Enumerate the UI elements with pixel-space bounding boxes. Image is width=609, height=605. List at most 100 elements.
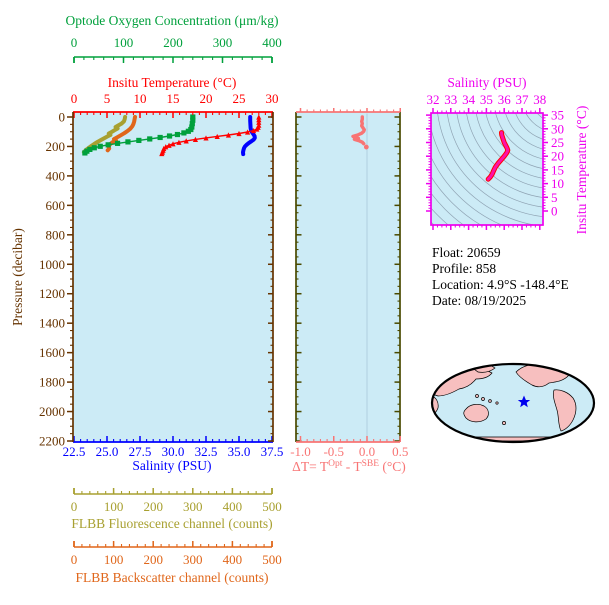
tick-label: 10 [551, 176, 564, 191]
tick-label: 2000 [39, 404, 65, 419]
pressure-axis-title: Pressure (decibar) [10, 228, 25, 326]
data-marker [174, 131, 181, 138]
tick-label: 15 [551, 162, 564, 177]
tick-label: 0 [71, 499, 78, 514]
data-marker [114, 140, 121, 146]
tick-label: 38 [533, 92, 546, 107]
temperature-axis-title: Insitu Temperature (°C) [108, 75, 237, 90]
tick-label: 5 [551, 190, 558, 205]
tick-label: 200 [46, 139, 66, 154]
tick-label: 600 [46, 198, 66, 213]
tick-label: 200 [143, 499, 163, 514]
tick-label: 0 [71, 35, 78, 50]
tick-label: 1400 [39, 316, 65, 331]
land-new-zealand [502, 421, 506, 425]
tick-label: 400 [46, 168, 66, 183]
land-island [495, 401, 499, 405]
tick-label: 500 [262, 552, 282, 567]
tick-label: 0 [551, 204, 558, 219]
land-greenland [559, 364, 574, 371]
salinity-curve [241, 115, 257, 157]
data-marker [185, 128, 191, 134]
tick-label: 1200 [39, 286, 65, 301]
tick-label: 32 [427, 92, 440, 107]
tick-label: 36 [498, 92, 512, 107]
data-marker [105, 142, 111, 148]
tick-label: 25 [233, 91, 246, 106]
tick-label: 800 [46, 227, 66, 242]
data-marker [203, 135, 209, 141]
tick-label: 100 [114, 35, 134, 50]
tick-label: 5 [104, 91, 111, 106]
tick-label: 300 [213, 35, 233, 50]
location-line: Location: 4.9°S -148.4°E [432, 277, 569, 292]
ts-temperature-axis-title: Insitu Temperature (°C) [574, 106, 589, 235]
tick-label: 0 [71, 552, 78, 567]
land-island [488, 399, 492, 403]
data-marker [166, 142, 172, 148]
tick-label: 30 [266, 91, 279, 106]
fluorescence-axis-title: FLBB Fluorescence channel (counts) [71, 516, 272, 531]
oxygen-axis-title: Optode Oxygen Concentration (μm/kg) [65, 13, 278, 28]
tick-label: 10 [134, 91, 147, 106]
data-marker [192, 136, 199, 142]
tick-label: 25.0 [96, 444, 119, 459]
tick-label: 200 [163, 35, 183, 50]
data-marker [250, 127, 257, 134]
tick-label: 100 [104, 499, 124, 514]
data-marker [176, 139, 182, 145]
tick-label: 100 [104, 552, 124, 567]
tick-label: 0 [59, 110, 66, 125]
ts-curve [486, 131, 510, 181]
tick-label: 300 [183, 552, 203, 567]
main-plot-layer: 0 100 200 300 400 0 5 10 15 20 25 30 22.5 25.0 27.5 30.… [39, 35, 283, 567]
tick-label: 500 [262, 499, 282, 514]
data-marker [256, 117, 262, 123]
tick-label: 35 [551, 108, 564, 123]
data-marker [159, 150, 165, 157]
tick-label: 25 [551, 135, 564, 150]
main-plot-area [73, 112, 273, 442]
data-marker [190, 117, 196, 123]
data-marker [97, 143, 103, 149]
tick-label: 1800 [39, 375, 65, 390]
tick-label: 35.0 [228, 444, 251, 459]
tick-label: 35 [480, 92, 493, 107]
data-marker [136, 137, 142, 144]
data-marker [87, 146, 93, 152]
ts-plot-area [431, 113, 543, 225]
data-marker [170, 141, 176, 147]
ts-salinity-axis-title: Salinity (PSU) [447, 75, 526, 90]
data-marker [236, 130, 242, 137]
data-marker [82, 150, 88, 156]
data-marker [189, 121, 195, 127]
tick-label: 1000 [39, 257, 65, 272]
tick-label: 2200 [39, 434, 65, 449]
delta-t-curve [351, 115, 366, 146]
delta-t-axis-title: ΔT= TOpt - TSBE (°C) [292, 459, 406, 474]
data-marker [256, 114, 262, 120]
backscatter-axis-title: FLBB Backscatter channel (counts) [75, 570, 268, 585]
tick-label: 400 [223, 552, 243, 567]
tick-label: 200 [143, 552, 163, 567]
data-marker [244, 129, 251, 135]
tick-label: 33 [444, 92, 457, 107]
data-marker [254, 126, 260, 132]
land-island [481, 397, 485, 401]
tick-label: 34 [462, 92, 476, 107]
tick-label: -0.5 [323, 444, 344, 459]
delta-t-plot-layer: -1.0 -0.5 0.0 0.5 [290, 108, 408, 459]
data-marker [256, 119, 262, 125]
tick-label: 15 [167, 91, 180, 106]
profile-number-line: Profile: 858 [432, 261, 496, 276]
data-marker [91, 145, 97, 151]
tick-label: 1600 [39, 345, 65, 360]
tick-label: 27.5 [129, 444, 152, 459]
tick-label: 0.5 [392, 444, 408, 459]
tick-label: 0.0 [359, 444, 375, 459]
tick-label: 300 [183, 499, 203, 514]
data-marker [166, 133, 173, 139]
